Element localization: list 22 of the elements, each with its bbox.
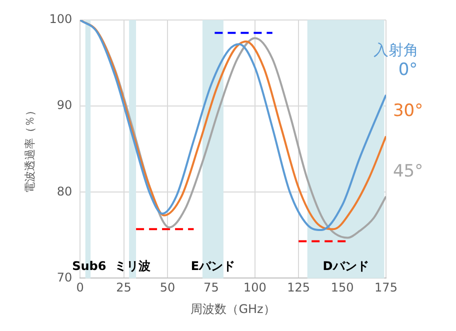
x-tick-label: 50 <box>160 280 176 295</box>
y-axis-title: 電波透過率（％） <box>23 105 36 194</box>
x-axis-title: 周波数（GHz） <box>190 302 276 316</box>
x-tick-label: 0 <box>76 280 84 295</box>
y-tick-label: 80 <box>56 184 72 198</box>
series-label: 45° <box>392 161 424 182</box>
legend-title: 入射角 <box>374 40 418 59</box>
y-tick-label: 70 <box>56 270 72 284</box>
band-label: Dバンド <box>322 259 369 274</box>
series-label: 0° <box>398 60 418 80</box>
x-tick-label: 150 <box>330 280 354 295</box>
x-tick-label: 25 <box>116 280 132 295</box>
x-tick-label: 125 <box>287 280 310 295</box>
band-label: Sub6 <box>72 259 106 274</box>
x-tick-label: 75 <box>204 280 219 295</box>
y-tick-label: 100 <box>49 12 72 26</box>
y-tick-label: 90 <box>56 98 72 112</box>
band-label: ミリ波 <box>114 259 152 274</box>
band-label: Eバンド <box>190 259 236 274</box>
x-tick-label: 100 <box>243 280 266 295</box>
series-label: 30° <box>392 101 424 122</box>
x-tick-label: 175 <box>374 280 398 295</box>
